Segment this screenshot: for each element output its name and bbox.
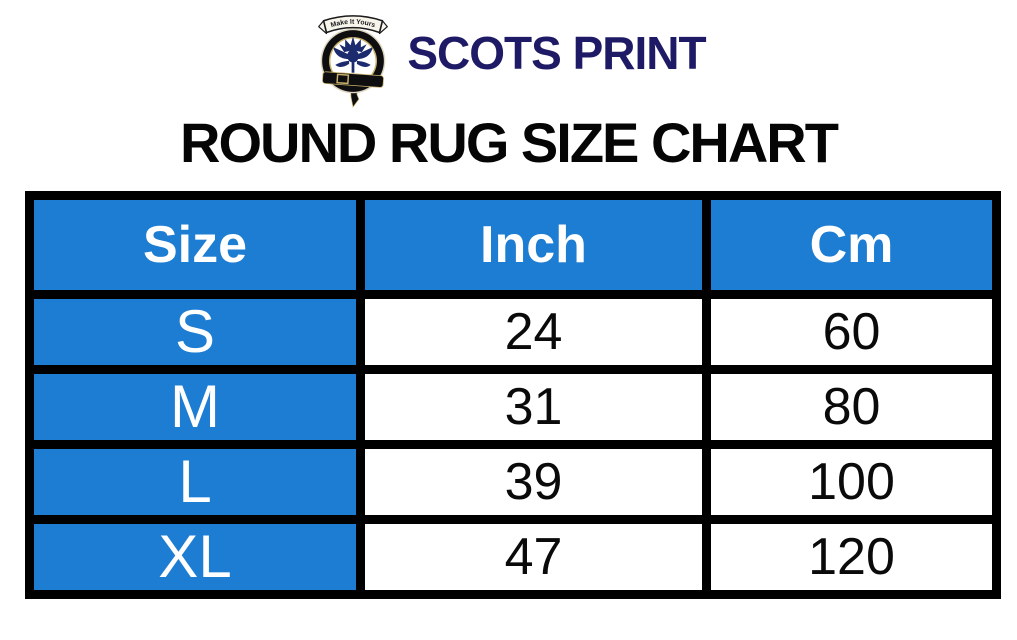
size-cell: M [25, 365, 365, 449]
cm-cell: 100 [702, 440, 1001, 524]
size-cell: L [25, 440, 365, 524]
page-title: ROUND RUG SIZE CHART [180, 111, 839, 174]
banner-motto-text: Make It Yours [330, 19, 376, 30]
svg-text:Make It Yours: Make It Yours [330, 19, 376, 30]
belt-and-buckle [322, 71, 385, 88]
inch-cell: 47 [356, 515, 711, 599]
inch-cell: 39 [356, 440, 711, 524]
size-cell: XL [25, 515, 365, 599]
cm-cell: 60 [702, 290, 1001, 374]
inch-cell: 24 [356, 290, 711, 374]
table-row-m: M 31 80 [25, 365, 1001, 449]
column-header-inch: Inch [356, 191, 711, 299]
table-row-xl: XL 47 120 [25, 515, 1001, 599]
table-row-s: S 24 60 [25, 290, 1001, 374]
size-cell: S [25, 290, 365, 374]
cm-cell: 80 [702, 365, 1001, 449]
column-header-cm: Cm [702, 191, 1001, 299]
brand-logo: Make It Yours SCOTS PRINT [0, 0, 1017, 108]
clan-crest-icon: Make It Yours [318, 15, 389, 108]
brand-name: SCOTS PRINT [407, 27, 706, 79]
column-header-size: Size [25, 191, 365, 299]
cm-cell: 120 [702, 515, 1001, 599]
table-header-row: Size Inch Cm [25, 191, 1001, 299]
table-row-l: L 39 100 [25, 440, 1001, 524]
size-chart-table: Size Inch Cm S 24 60 M 31 80 L 39 100 [25, 191, 1001, 599]
thistle-icon [333, 36, 373, 73]
motto-banner: Make It Yours [318, 15, 389, 35]
inch-cell: 31 [356, 365, 711, 449]
